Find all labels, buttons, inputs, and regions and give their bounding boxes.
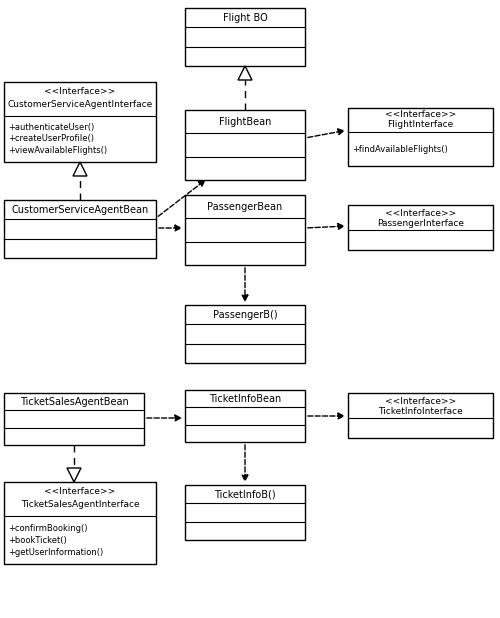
Text: TicketSalesAgentInterface: TicketSalesAgentInterface [20, 501, 140, 509]
Bar [4, 200, 156, 258]
Text: +createUserProfile(): +createUserProfile() [8, 134, 94, 143]
Bar [4, 393, 144, 445]
Text: +getUserInformation(): +getUserInformation() [8, 548, 104, 557]
Bar [185, 195, 305, 265]
Bar [185, 8, 305, 66]
Text: PassengerBean: PassengerBean [208, 201, 282, 212]
Text: CustomerServiceAgentBean: CustomerServiceAgentBean [12, 205, 148, 214]
Text: <<Interface>>: <<Interface>> [44, 87, 116, 96]
Text: PassengerInterface: PassengerInterface [377, 219, 464, 229]
Bar [4, 482, 156, 564]
Text: TicketInfoBean: TicketInfoBean [209, 394, 281, 404]
Bar [348, 108, 493, 166]
Text: +findAvailableFlights(): +findAvailableFlights() [352, 145, 448, 154]
Text: TicketSalesAgentBean: TicketSalesAgentBean [20, 397, 128, 407]
Text: +viewAvailableFlights(): +viewAvailableFlights() [8, 146, 107, 155]
Text: CustomerServiceAgentInterface: CustomerServiceAgentInterface [8, 100, 152, 109]
Text: <<Interface>>: <<Interface>> [385, 210, 456, 219]
Polygon shape [238, 66, 252, 80]
Bar [185, 390, 305, 442]
Bar [4, 82, 156, 162]
Text: FlightInterface: FlightInterface [388, 120, 454, 129]
Text: <<Interface>>: <<Interface>> [385, 397, 456, 407]
Bar [185, 305, 305, 363]
Text: +confirmBooking(): +confirmBooking() [8, 524, 87, 533]
Bar [185, 110, 305, 180]
Polygon shape [73, 162, 87, 176]
Text: PassengerB(): PassengerB() [212, 310, 278, 320]
Text: FlightBean: FlightBean [219, 117, 271, 127]
Text: TicketInfoInterface: TicketInfoInterface [378, 407, 463, 417]
Text: <<Interface>>: <<Interface>> [44, 488, 116, 496]
Text: TicketInfoB(): TicketInfoB() [214, 489, 276, 499]
Bar [348, 205, 493, 250]
Text: +authenticateUser(): +authenticateUser() [8, 123, 94, 132]
Bar [348, 393, 493, 438]
Text: <<Interface>>: <<Interface>> [385, 111, 456, 119]
Bar [185, 485, 305, 540]
Text: Flight BO: Flight BO [222, 12, 268, 23]
Polygon shape [67, 468, 81, 482]
Text: +bookTicket(): +bookTicket() [8, 536, 67, 544]
